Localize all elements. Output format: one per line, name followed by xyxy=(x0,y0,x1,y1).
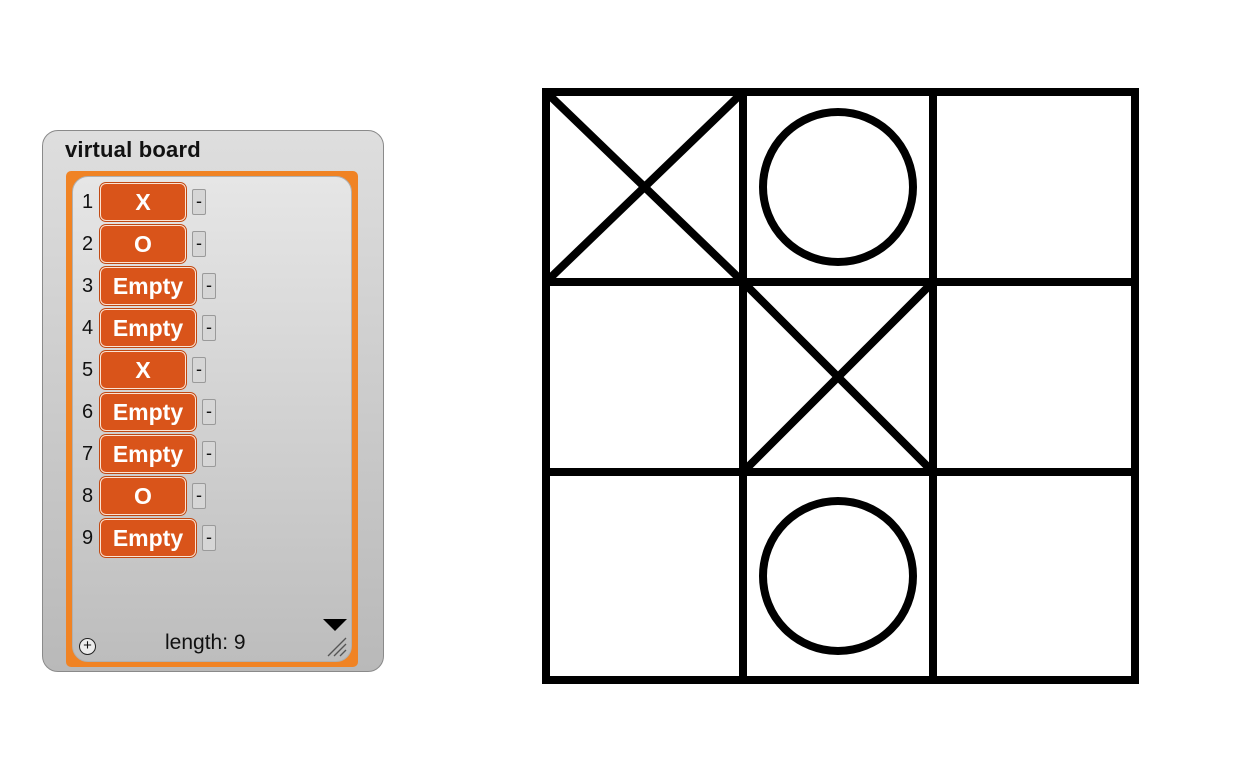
o-mark-icon xyxy=(759,497,917,655)
list-item: 8 O - xyxy=(82,477,206,515)
add-item-button[interactable]: + xyxy=(79,638,96,655)
item-value[interactable]: Empty xyxy=(100,393,196,431)
list-item: 1 X - xyxy=(82,183,206,221)
list-item: 2 O - xyxy=(82,225,206,263)
x-mark-icon xyxy=(740,279,936,475)
tic-tac-toe-board xyxy=(542,88,1139,684)
item-index: 4 xyxy=(82,316,94,339)
list-item: 4 Empty - xyxy=(82,309,216,347)
list-item: 9 Empty - xyxy=(82,519,216,557)
item-value[interactable]: O xyxy=(100,477,186,515)
item-value[interactable]: Empty xyxy=(100,435,196,473)
delete-item-button[interactable]: - xyxy=(202,399,216,425)
list-item: 7 Empty - xyxy=(82,435,216,473)
item-value[interactable]: X xyxy=(100,183,186,221)
list-frame: 1 X - 2 O - 3 Empty - 4 Empty - 5 X xyxy=(66,171,358,667)
item-value[interactable]: X xyxy=(100,351,186,389)
item-index: 3 xyxy=(82,274,94,297)
item-index: 8 xyxy=(82,484,94,507)
board-border xyxy=(542,88,1139,684)
delete-item-button[interactable]: - xyxy=(202,525,216,551)
variable-watcher[interactable]: virtual board 1 X - 2 O - 3 Empty - 4 Em… xyxy=(42,130,384,672)
list-box[interactable]: 1 X - 2 O - 3 Empty - 4 Empty - 5 X xyxy=(72,176,352,662)
list-length-label: length: 9 xyxy=(165,631,246,654)
delete-item-button[interactable]: - xyxy=(192,189,206,215)
delete-item-button[interactable]: - xyxy=(202,273,216,299)
list-item: 6 Empty - xyxy=(82,393,216,431)
resize-handle-icon[interactable] xyxy=(326,636,348,658)
x-mark-icon xyxy=(543,89,746,285)
item-index: 5 xyxy=(82,358,94,381)
item-index: 1 xyxy=(82,190,94,213)
item-index: 2 xyxy=(82,232,94,255)
item-index: 7 xyxy=(82,442,94,465)
item-value[interactable]: Empty xyxy=(100,309,196,347)
list-item: 3 Empty - xyxy=(82,267,216,305)
item-value[interactable]: Empty xyxy=(100,519,196,557)
delete-item-button[interactable]: - xyxy=(202,315,216,341)
item-index: 9 xyxy=(82,526,94,549)
delete-item-button[interactable]: - xyxy=(192,231,206,257)
delete-item-button[interactable]: - xyxy=(202,441,216,467)
watcher-title: virtual board xyxy=(65,137,201,162)
delete-item-button[interactable]: - xyxy=(192,357,206,383)
item-index: 6 xyxy=(82,400,94,423)
item-value[interactable]: O xyxy=(100,225,186,263)
list-item: 5 X - xyxy=(82,351,206,389)
delete-item-button[interactable]: - xyxy=(192,483,206,509)
item-value[interactable]: Empty xyxy=(100,267,196,305)
o-mark-icon xyxy=(759,108,917,266)
dropdown-arrow-icon[interactable] xyxy=(323,619,347,631)
